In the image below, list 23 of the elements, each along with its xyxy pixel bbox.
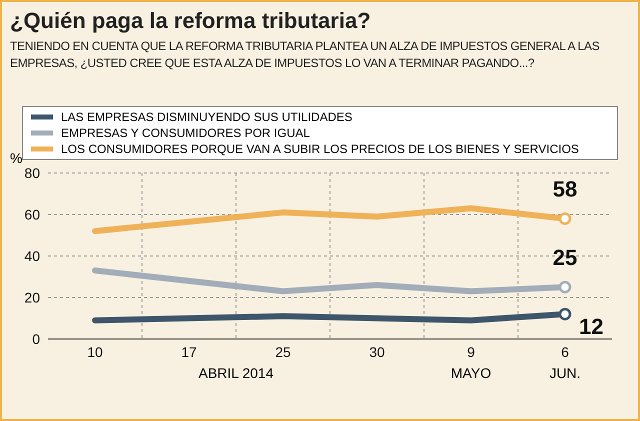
data-label: 25 (552, 245, 578, 270)
legend-label: LOS CONSUMIDORES PORQUE VAN A SUBIR LOS PRECIOS DE LOS BIENES Y SERVICIOS (61, 141, 579, 157)
x-tick-label: 30 (369, 344, 385, 360)
chart-subtitle: TENIENDO EN CUENTA QUE LA REFORMA TRIBUTARIA PLANTEA UN ALZA DE IMPUESTOS GENERAL A LAS EMPRESAS, ¿USTED CREE QUE ESTA ALZA DE IMPUESTOS LO VAN A TERMINAR PAGANDO...? (10, 38, 600, 72)
x-tick-label: 6 (561, 344, 570, 360)
x-tick-label: 17 (181, 344, 197, 360)
y-axis-title: % (10, 150, 22, 166)
text: ABRIL 2014 (198, 365, 274, 381)
y-tick-label: 20 (24, 289, 40, 306)
data-label: 12 (579, 314, 604, 340)
text: MAYO (450, 365, 492, 381)
y-tick-label: 80 (24, 164, 40, 181)
legend-label: LAS EMPRESAS DISMINUYENDO SUS UTILIDADES (61, 109, 352, 125)
x-tick-label: 9 (467, 344, 476, 360)
x-tick-label: 10 (87, 344, 103, 360)
y-tick-label: 40 (24, 248, 40, 264)
legend-label: EMPRESAS Y CONSUMIDORES POR IGUAL (61, 125, 310, 141)
chart-title: ¿Quién paga la reforma tributaria? (10, 8, 371, 34)
data-label: 58 (552, 176, 578, 202)
y-tick-label: 60 (24, 206, 40, 222)
text: JUN. (548, 365, 582, 381)
y-tick-label: 0 (32, 330, 40, 347)
x-tick-label: 25 (275, 344, 291, 360)
